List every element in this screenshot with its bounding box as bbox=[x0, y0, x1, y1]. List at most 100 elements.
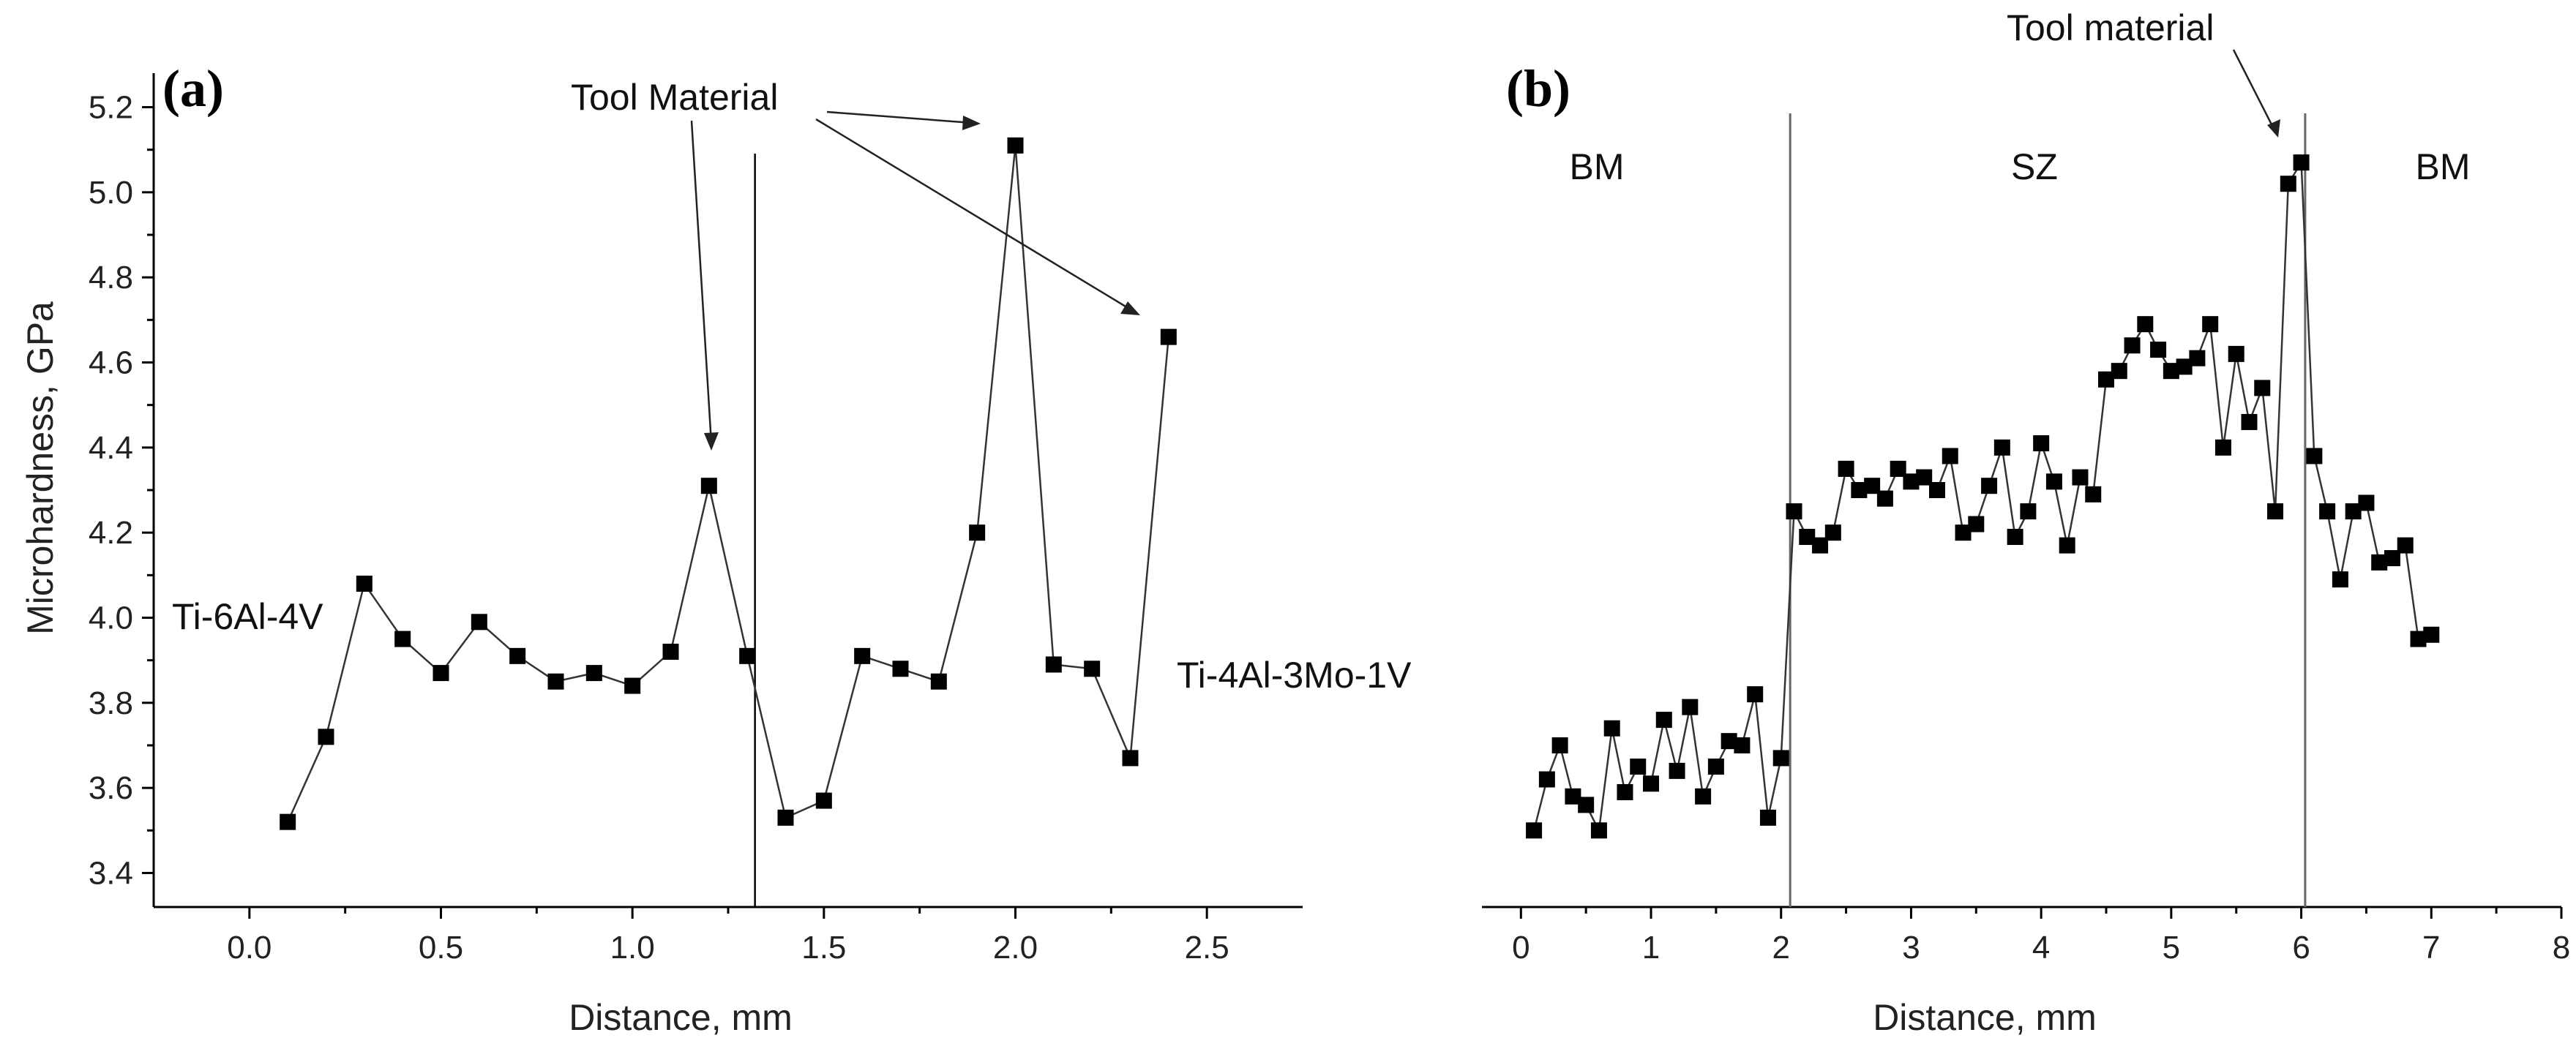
panel-a-data-point bbox=[1007, 137, 1024, 154]
panel-a-tool-arrow-3 bbox=[815, 118, 1134, 312]
panel-b-data-point bbox=[2007, 528, 2023, 545]
panel-b-x-tick-label: 5 bbox=[2163, 930, 2180, 966]
panel-b-data-point bbox=[1617, 783, 1633, 800]
panel-b-data-point bbox=[1734, 737, 1751, 753]
panel-b-data-point bbox=[1955, 524, 1972, 541]
panel-b-data-point bbox=[2358, 494, 2375, 511]
panel-b-divider-lines bbox=[1789, 113, 2307, 907]
panel-a-tool-arrow-2 bbox=[826, 110, 973, 124]
panel-a-x-tick-label: 0.0 bbox=[227, 930, 272, 966]
panel-a-data-point bbox=[1160, 328, 1177, 345]
panel-a-data-point bbox=[892, 661, 909, 677]
panel-b-x-tick-label: 6 bbox=[2292, 930, 2310, 966]
panel-a-data-point bbox=[433, 665, 449, 682]
panel-a-x-tick-label: 0.5 bbox=[419, 930, 463, 966]
panel-b-data-point bbox=[1772, 750, 1789, 767]
panel-b-label: (b) bbox=[1506, 59, 1570, 118]
panel-b-data-point bbox=[2293, 154, 2310, 171]
panel-b-data-point bbox=[1707, 759, 1724, 775]
panel-b-data-point bbox=[2319, 503, 2336, 520]
panel-b-data-point bbox=[1721, 733, 1737, 750]
panel-a-y-tick-label: 5.0 bbox=[89, 175, 133, 211]
panel-b-chart: (b) Distance, mm 0 1 2 3 4 5 6 7 8 BM SZ BM Tool… bbox=[1482, 7, 2570, 1038]
panel-b-tool-material-label: Tool material bbox=[2007, 7, 2214, 48]
panel-b-x-tick-label: 3 bbox=[1902, 930, 1920, 966]
panel-a-x-ticks: 0.0 0.5 1.0 1.5 2.0 2.5 bbox=[227, 907, 1229, 966]
panel-b-data-point bbox=[1747, 686, 1764, 703]
panel-a-x-tick-label: 1.0 bbox=[610, 930, 655, 966]
panel-a-y-axis-title: Microhardness, GPa bbox=[20, 301, 61, 635]
panel-a-data-point bbox=[585, 665, 602, 682]
panel-a-y-tick-label: 5.2 bbox=[89, 90, 133, 126]
panel-b-x-ticks: 0 1 2 3 4 5 6 7 8 bbox=[1512, 907, 2570, 966]
panel-a-x-tick-label: 1.5 bbox=[801, 930, 846, 966]
panel-a-data-point bbox=[280, 813, 296, 830]
panel-a-data-point bbox=[547, 673, 564, 690]
panel-a-data-point bbox=[318, 729, 334, 745]
panel-b-data-point bbox=[2137, 316, 2154, 333]
panel-b-data-point bbox=[2214, 439, 2231, 456]
panel-b-right-zone-label: BM bbox=[2416, 146, 2471, 187]
panel-a-tool-arrowhead-2 bbox=[962, 116, 981, 130]
panel-b-data-point bbox=[1812, 537, 1829, 554]
panel-b-x-axis-title: Distance, mm bbox=[1873, 997, 2097, 1038]
panel-b-data-point bbox=[2397, 537, 2414, 554]
panel-b-data-point bbox=[1578, 797, 1595, 813]
panel-a-label: (a) bbox=[162, 59, 224, 118]
panel-a-y-ticks: 3.4 3.6 3.8 4.0 4.2 4.4 4.6 4.8 5.0 5.2 bbox=[89, 90, 154, 891]
panel-b-data-point bbox=[1903, 473, 1920, 490]
panel-b-data-point bbox=[2098, 371, 2115, 388]
panel-b-data-point bbox=[2202, 316, 2219, 333]
panel-b-data-point bbox=[1890, 460, 1906, 477]
panel-b-data-point bbox=[1590, 822, 1607, 839]
panel-b-data-point bbox=[2410, 631, 2427, 647]
panel-a-data-point bbox=[700, 478, 717, 494]
panel-b-data-point bbox=[2045, 473, 2062, 490]
panel-a-data-point bbox=[1084, 661, 1101, 677]
panel-b-data-point bbox=[2033, 435, 2050, 452]
panel-b-data-point bbox=[1695, 788, 1712, 805]
panel-a-y-tick-label: 4.2 bbox=[89, 515, 133, 551]
panel-a-data-point bbox=[662, 644, 679, 661]
panel-a-data-point bbox=[1122, 750, 1139, 767]
panel-b-data-point bbox=[1928, 482, 1945, 498]
panel-a-data-point bbox=[777, 809, 794, 826]
panel-a-data-point bbox=[356, 575, 372, 592]
panel-b-x-tick-label: 8 bbox=[2553, 930, 2570, 966]
panel-b-data-point bbox=[1864, 478, 1881, 494]
panel-b-data-point bbox=[1838, 460, 1854, 477]
panel-a-data-point bbox=[394, 631, 411, 647]
panel-b-data-point bbox=[2150, 342, 2167, 358]
panel-a-x-tick-label: 2.0 bbox=[993, 930, 1038, 966]
panel-b-data-point bbox=[2163, 363, 2179, 380]
panel-b-data-point bbox=[1759, 809, 1776, 826]
panel-b-data-point bbox=[2189, 350, 2206, 366]
panel-a-data-point bbox=[815, 792, 832, 809]
panel-a-data-point bbox=[969, 524, 986, 541]
panel-a-series bbox=[280, 137, 1177, 830]
panel-a-data-point bbox=[1045, 656, 1062, 673]
panel-a-tool-arrowhead-3 bbox=[1120, 301, 1140, 315]
panel-b-data-point bbox=[2332, 571, 2348, 588]
panel-a-tool-arrow-1 bbox=[690, 120, 713, 444]
panel-b-data-point bbox=[1968, 516, 1985, 533]
panel-b-data-point bbox=[2228, 345, 2244, 362]
panel-a-x-tick-label: 2.5 bbox=[1185, 930, 1229, 966]
panel-b-data-point bbox=[1643, 775, 1660, 792]
panel-a-y-tick-label: 3.6 bbox=[89, 770, 133, 806]
panel-a-y-tick-label: 3.8 bbox=[89, 685, 133, 721]
panel-b-data-point bbox=[2306, 448, 2323, 464]
panel-a-data-point bbox=[509, 647, 526, 664]
panel-b-data-point bbox=[1942, 448, 1958, 464]
panel-a-right-material-label: Ti-4Al-3Mo-1V bbox=[1177, 655, 1412, 696]
panel-a-y-tick-label: 4.6 bbox=[89, 345, 133, 381]
panel-a-tool-material-label: Tool Material bbox=[571, 77, 778, 118]
panel-a-data-point bbox=[739, 647, 756, 664]
panel-b-mid-zone-label: SZ bbox=[2011, 146, 2058, 187]
panel-b-x-tick-label: 2 bbox=[1772, 930, 1789, 966]
panel-b-series-line bbox=[1532, 159, 2432, 834]
panel-b-x-tick-label: 4 bbox=[2032, 930, 2050, 966]
panel-a-y-tick-label: 4.8 bbox=[89, 260, 133, 296]
panel-b-tool-arrowhead bbox=[2267, 119, 2280, 138]
